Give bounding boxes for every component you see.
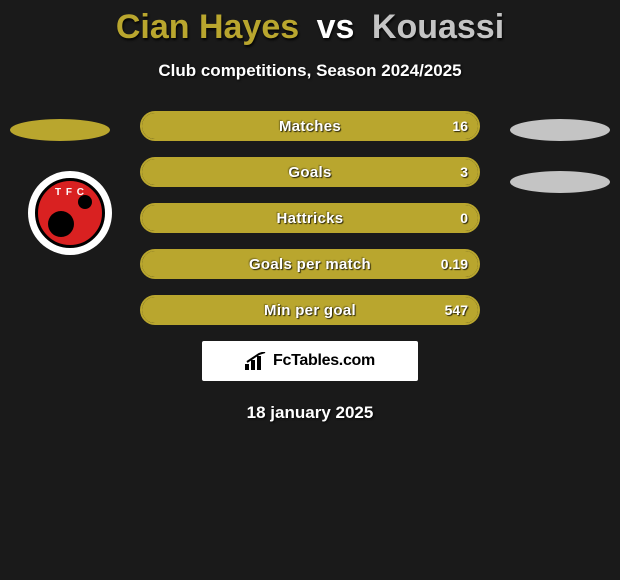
title-vs: vs — [317, 8, 355, 46]
stat-bar: 16Matches — [140, 111, 480, 141]
bar-label: Goals per match — [142, 251, 478, 277]
bar-label: Matches — [142, 113, 478, 139]
bar-label: Goals — [142, 159, 478, 185]
chart-icon — [245, 352, 267, 370]
bar-label: Hattricks — [142, 205, 478, 231]
player2-chip-secondary — [510, 171, 610, 193]
subtitle: Club competitions, Season 2024/2025 — [0, 61, 620, 81]
stat-bars: 16Matches 3Goals 0Hattricks 0.19Goals per m… — [140, 111, 480, 325]
brand-badge: FcTables.com — [202, 341, 418, 381]
club-badge-letters: T F C — [38, 187, 102, 198]
title-player2: Kouassi — [372, 8, 504, 46]
club-badge-icon: T F C — [35, 178, 105, 248]
bar-label: Min per goal — [142, 297, 478, 323]
stat-bar: 3Goals — [140, 157, 480, 187]
comparison-title: Cian Hayes vs Kouassi — [0, 0, 620, 47]
player1-chip — [10, 119, 110, 141]
title-player1: Cian Hayes — [116, 8, 299, 46]
stat-bar: 0.19Goals per match — [140, 249, 480, 279]
club-badge: T F C — [28, 171, 112, 255]
stat-bar: 547Min per goal — [140, 295, 480, 325]
player2-chip — [510, 119, 610, 141]
stat-bar: 0Hattricks — [140, 203, 480, 233]
snapshot-date: 18 january 2025 — [0, 403, 620, 423]
brand-text: FcTables.com — [273, 352, 375, 370]
comparison-stage: T F C 16Matches 3Goals 0Hattricks 0.19Goals… — [0, 111, 620, 325]
